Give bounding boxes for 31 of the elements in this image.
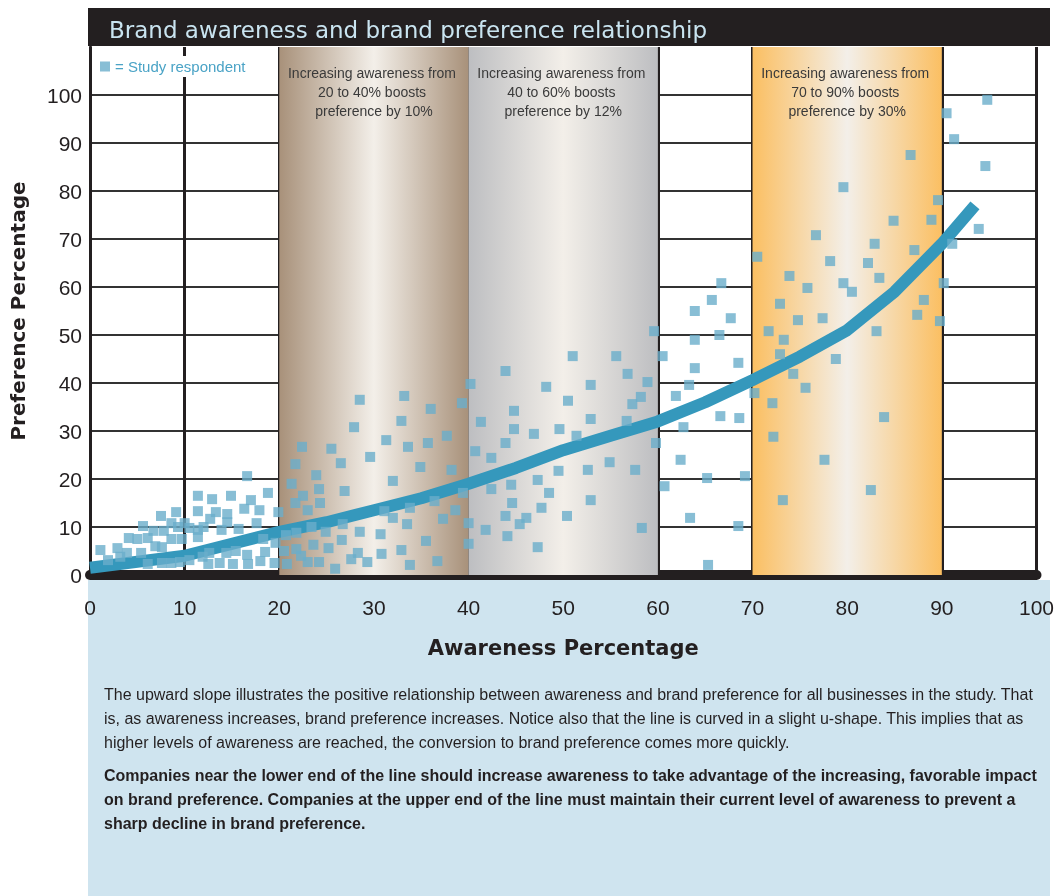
x-tick-label: 90 [930, 596, 954, 619]
legend-label: = Study respondent [115, 58, 247, 75]
x-tick-label: 30 [362, 596, 386, 619]
x-tick-label: 70 [740, 596, 765, 619]
y-tick-label: 70 [58, 227, 82, 251]
y-tick-label: 0 [70, 563, 82, 587]
y-tick-label: 80 [58, 179, 82, 203]
y-axis-title: Preference Percentage [6, 181, 30, 441]
x-tick-label: 0 [84, 596, 96, 619]
x-tick-label: 10 [172, 596, 197, 619]
y-tick-label: 30 [58, 419, 82, 443]
y-tick-label: 100 [46, 83, 82, 107]
band-label: Increasing awareness from 20 to 40% boosts preference by 10% [287, 64, 460, 119]
chart-title: Brand awareness and brand preference relationship [109, 16, 708, 43]
text: Companies near the lower end of the line should increase awareness to take advantage of the increasing, favorable impact on brand preference. Companies at the upper end of the line must maintain their current level of awareness to prevent a sharp decline in brand preference. [104, 766, 1038, 834]
x-tick-label: 60 [646, 596, 670, 619]
x-tick-label: 80 [835, 596, 859, 619]
band-label: Increasing awareness from 70 to 90% boosts preference by 30% [761, 64, 934, 119]
x-axis-title: Awareness Percentage [427, 635, 699, 660]
x-tick-label: 20 [267, 596, 291, 619]
x-tick-label: 100 [1018, 596, 1054, 619]
y-tick-label: 10 [58, 515, 82, 539]
x-tick-label: 50 [551, 596, 575, 619]
y-tick-label: 60 [58, 275, 82, 299]
x-tick-label: 40 [456, 596, 481, 619]
text: The upward slope illustrates the positive relationship between awareness and brand preference for all businesses in the study. That is, as awareness increases, brand preference increases. Notice also that the line is curved in a slight u-shape. This implies that as higher levels of awareness are reached, the conversion to brand preference comes more quickly. [104, 685, 1034, 753]
y-tick-label: 50 [58, 323, 82, 347]
y-tick-label: 40 [58, 371, 82, 395]
y-tick-label: 90 [58, 131, 82, 155]
y-tick-label: 20 [58, 467, 82, 491]
band-label: Increasing awareness from 40 to 60% boosts preference by 12% [477, 64, 650, 119]
